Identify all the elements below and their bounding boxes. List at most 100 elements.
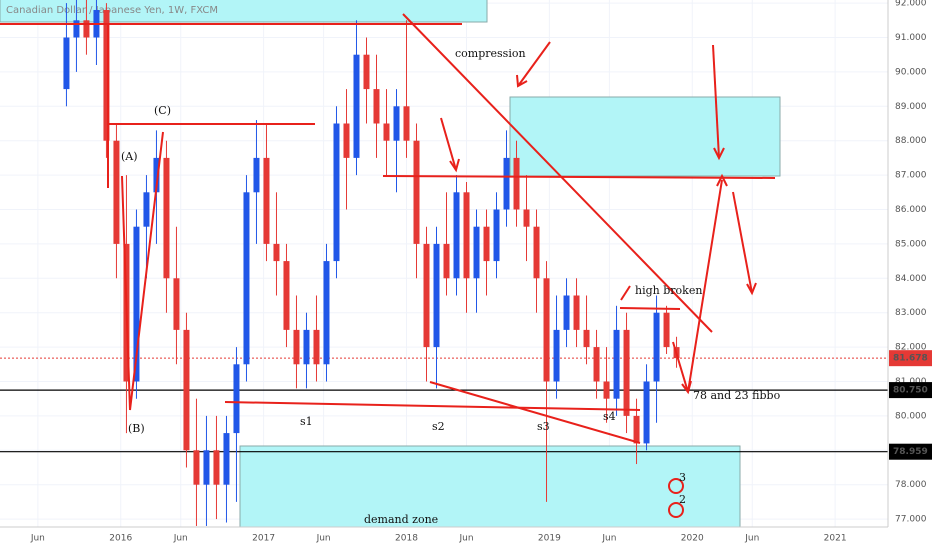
candle-body — [613, 329, 620, 399]
candle-body — [463, 192, 470, 279]
candle-body — [163, 157, 170, 279]
annotation: high broken — [635, 284, 702, 297]
annotation: 3 — [679, 471, 686, 484]
x-tick-label: Jun — [316, 534, 331, 544]
candle-body — [193, 450, 200, 485]
candle-body — [363, 54, 370, 90]
candle-body — [663, 312, 670, 348]
candle-body — [563, 295, 570, 330]
x-tick-label: Jun — [601, 534, 616, 544]
candle-body — [323, 261, 330, 365]
candle-body — [213, 450, 220, 485]
x-tick-label: 2016 — [109, 534, 132, 544]
candle-body — [233, 364, 240, 434]
candle-body — [103, 9, 110, 141]
candle-body — [73, 20, 80, 38]
price-tag-label: 78.959 — [893, 447, 928, 457]
candle-body — [313, 329, 320, 365]
candle-body — [453, 192, 460, 279]
arrow — [732, 191, 753, 294]
candle-body — [483, 226, 490, 262]
candle-body — [413, 140, 420, 244]
candle-body — [603, 381, 610, 399]
candle-body — [593, 347, 600, 382]
candle-body — [63, 37, 70, 90]
wave-line — [121, 131, 164, 411]
y-tick-label: 81.000 — [895, 377, 927, 387]
x-tick-label: 2018 — [395, 534, 418, 544]
annotation: (B) — [128, 422, 145, 435]
candle-body — [403, 106, 410, 141]
x-tick-label: Jun — [30, 534, 45, 544]
arrow-head — [713, 147, 725, 161]
trend-line — [402, 13, 713, 333]
candle-body — [273, 243, 280, 262]
y-tick-label: 77.000 — [895, 515, 927, 525]
x-tick-label: Jun — [173, 534, 188, 544]
x-tick-label: 2021 — [824, 534, 847, 544]
candle-body — [543, 278, 550, 382]
y-tick-label: 91.000 — [895, 33, 927, 43]
x-tick-label: Jun — [458, 534, 473, 544]
y-tick-label: 88.000 — [895, 136, 927, 146]
y-tick-label: 78.000 — [895, 480, 927, 490]
annotation: s2 — [432, 420, 445, 433]
arrow-head — [449, 158, 460, 173]
candle-body — [83, 20, 90, 38]
y-tick-label: 84.000 — [895, 274, 927, 284]
candle-body — [583, 329, 590, 348]
candle-body — [533, 226, 540, 279]
candle-body — [283, 261, 290, 330]
x-tick-label: 2019 — [538, 534, 561, 544]
x-tick-label: 2020 — [681, 534, 704, 544]
arrow — [440, 117, 457, 171]
candle-body — [203, 450, 210, 485]
candle-body — [263, 157, 270, 244]
candle-body — [443, 243, 450, 279]
trend-line — [224, 401, 641, 411]
annotation: s1 — [300, 415, 313, 428]
annotation: s4 — [603, 410, 616, 423]
price-tag-label: 80.750 — [893, 386, 928, 396]
annotation: 2 — [679, 493, 686, 506]
candle-body — [523, 209, 530, 227]
candle-body — [473, 226, 480, 279]
candles — [63, 0, 680, 526]
y-tick-label: 92.000 — [895, 0, 927, 9]
candle-body — [493, 209, 500, 262]
candle-body — [373, 89, 380, 124]
candle-body — [133, 226, 140, 382]
y-tick-label: 89.000 — [895, 102, 927, 112]
annotation: demand zone — [364, 513, 438, 526]
chart-title: Canadian Dollar / Japanese Yen, 1W, FXCM — [6, 5, 218, 16]
candle-body — [383, 123, 390, 141]
price-tag — [889, 382, 932, 399]
annotation: compression — [455, 47, 526, 60]
icon — [668, 478, 684, 494]
candle-body — [153, 157, 160, 193]
candle-body — [353, 54, 360, 158]
candle-body — [393, 106, 400, 141]
annotation: (A) — [121, 150, 138, 163]
candle-body — [293, 329, 300, 365]
y-tick-label: 90.000 — [895, 67, 927, 77]
candle-body — [173, 278, 180, 330]
candle-body — [633, 415, 640, 444]
drawings — [0, 13, 776, 518]
arrow-head — [716, 173, 728, 187]
candle-body — [653, 312, 660, 382]
levels — [0, 357, 888, 453]
trend-line — [619, 307, 681, 310]
y-tick-label: 85.000 — [895, 239, 927, 249]
price-tag-label: 81.678 — [893, 354, 928, 364]
arrow — [712, 44, 720, 159]
y-tick-label: 87.000 — [895, 171, 927, 181]
icon — [668, 502, 684, 518]
target-zone — [509, 96, 781, 177]
arrow — [620, 285, 631, 301]
arrow-head — [516, 74, 528, 88]
candle-body — [503, 157, 510, 210]
candle-body — [513, 157, 520, 210]
price-tag — [889, 443, 932, 460]
